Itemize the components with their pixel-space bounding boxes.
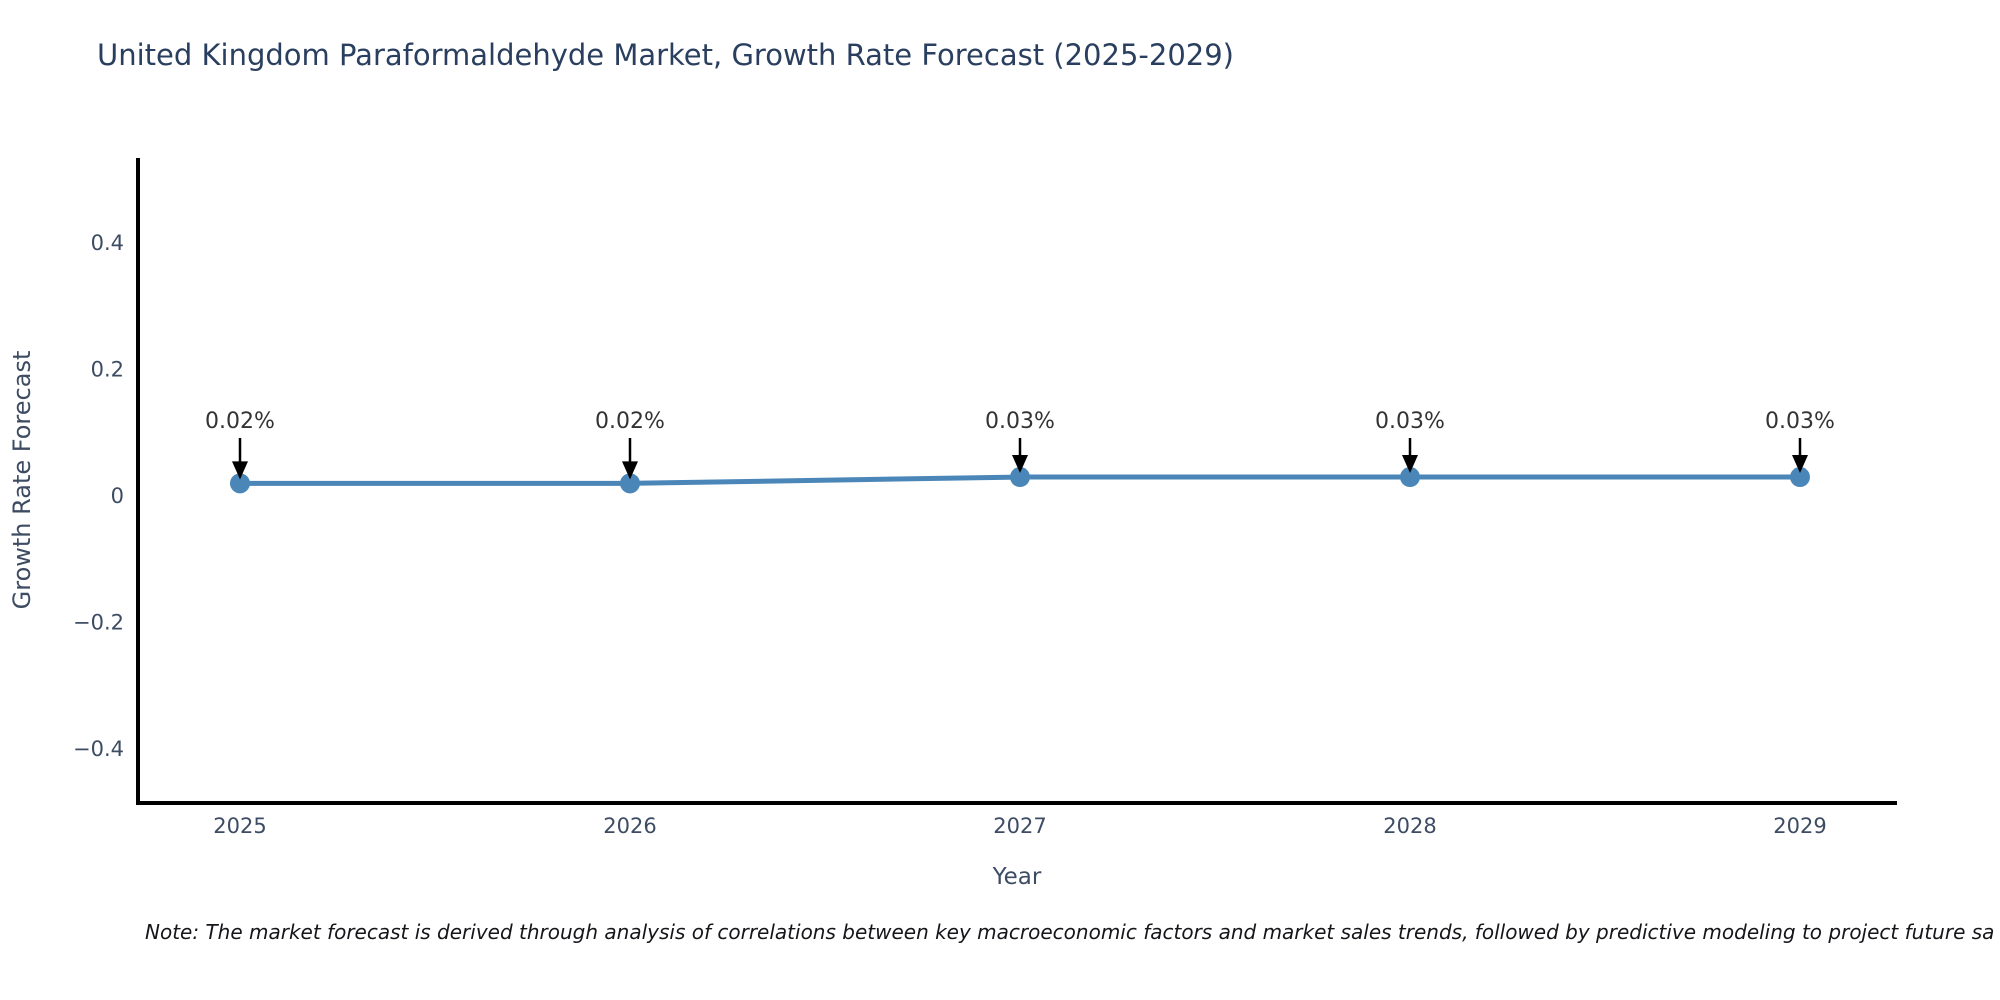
data-point bbox=[1010, 467, 1030, 488]
x-axis-title: Year bbox=[992, 864, 1042, 890]
annotation-arrow-head bbox=[232, 461, 248, 480]
y-tick-label: 0.4 bbox=[91, 231, 124, 255]
y-tick-label: 0.2 bbox=[91, 358, 124, 382]
point-value-label: 0.03% bbox=[1375, 409, 1445, 434]
data-point bbox=[1790, 467, 1810, 488]
data-point bbox=[620, 473, 640, 494]
annotation-arrow-head bbox=[1402, 455, 1418, 474]
x-tick-label: 2029 bbox=[1773, 814, 1826, 838]
x-tick-label: 2025 bbox=[213, 814, 266, 838]
x-tick-label: 2026 bbox=[603, 814, 656, 838]
y-tick-label: −0.2 bbox=[73, 611, 124, 635]
annotation-arrow-head bbox=[1012, 455, 1028, 474]
x-tick-label: 2027 bbox=[993, 814, 1046, 838]
annotation-arrow-head bbox=[1792, 455, 1808, 474]
footnote: Note: The market forecast is derived thr… bbox=[145, 920, 1995, 944]
y-tick-label: −0.4 bbox=[73, 737, 124, 761]
point-value-label: 0.03% bbox=[1765, 409, 1835, 434]
x-tick-label: 2028 bbox=[1383, 814, 1436, 838]
point-value-label: 0.02% bbox=[595, 409, 665, 434]
point-value-label: 0.03% bbox=[985, 409, 1055, 434]
y-tick-label: 0 bbox=[111, 484, 124, 508]
data-point bbox=[1400, 467, 1420, 488]
chart-title: United Kingdom Paraformaldehyde Market, … bbox=[97, 38, 1234, 72]
annotation-arrow-head bbox=[622, 461, 638, 480]
y-axis-title: Growth Rate Forecast bbox=[8, 351, 36, 610]
data-point bbox=[230, 473, 250, 494]
point-value-label: 0.02% bbox=[205, 409, 275, 434]
